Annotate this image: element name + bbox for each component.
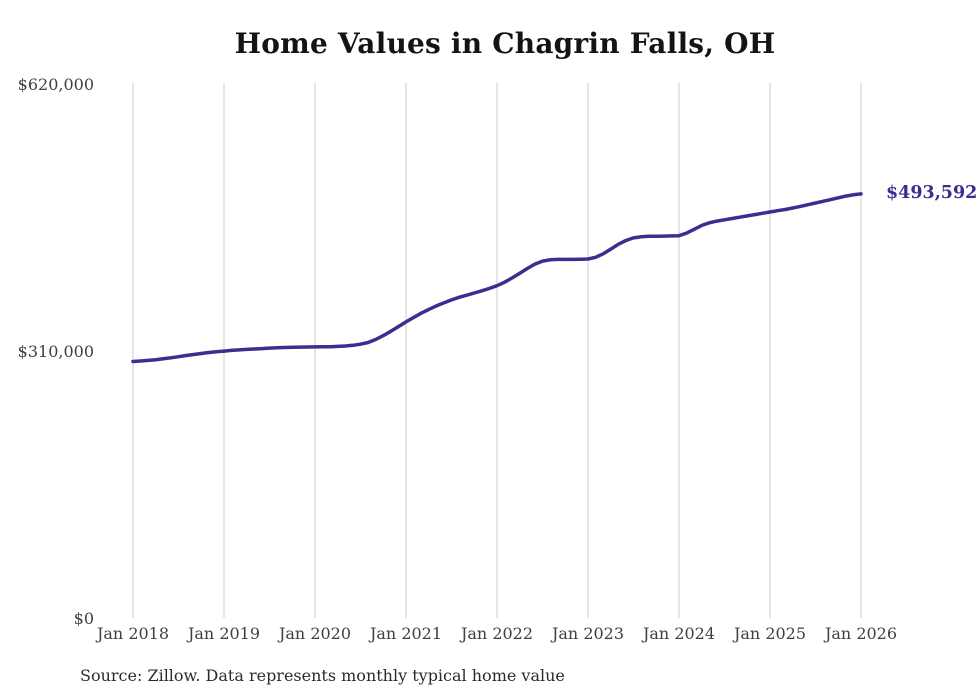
x-tick-label: Jan 2018 [96,624,170,643]
x-tick-label: Jan 2021 [369,624,443,643]
x-tick-label: Jan 2020 [278,624,352,643]
x-tick-label: Jan 2019 [187,624,261,643]
x-tick-label: Jan 2023 [551,624,625,643]
source-note: Source: Zillow. Data represents monthly … [80,666,565,685]
home-value-line [131,192,863,364]
x-tick-label: Jan 2026 [824,624,898,643]
y-tick-label: $0 [73,609,94,628]
latest-value-label: $493,592 [886,182,978,203]
chart-title: Home Values in Chagrin Falls, OH [234,27,776,60]
x-tick-label: Jan 2024 [642,624,716,643]
y-tick-label: $310,000 [17,342,94,361]
y-tick-label: $620,000 [17,75,94,94]
x-tick-label: Jan 2025 [733,624,807,643]
x-tick-label: Jan 2022 [460,624,534,643]
